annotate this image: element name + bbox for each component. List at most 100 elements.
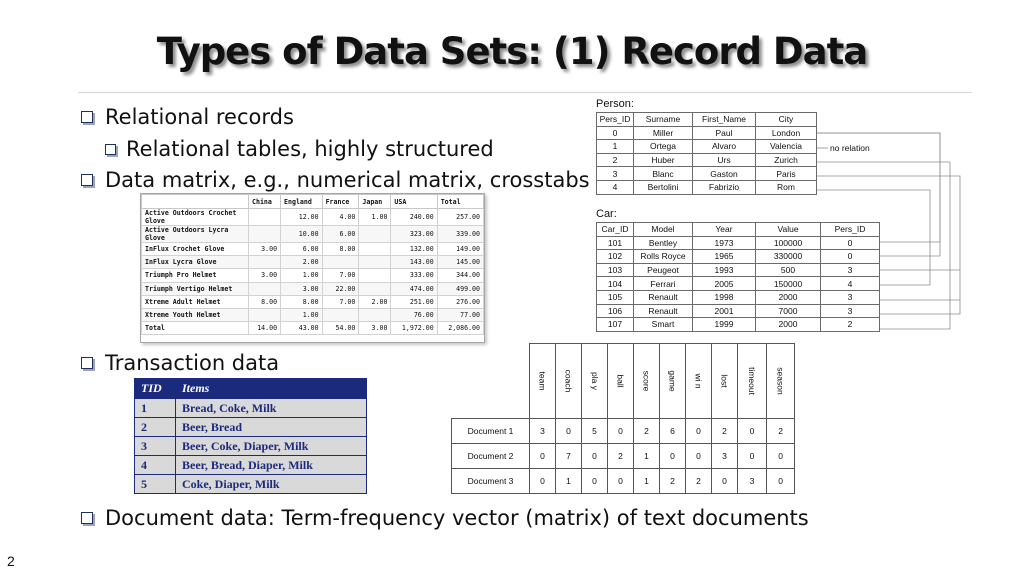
crosstab-cell: 145.00 — [436, 255, 485, 270]
crosstab-cell — [247, 307, 282, 323]
crosstab-cell: 43.00 — [280, 321, 323, 336]
crosstab-cell: 22.00 — [321, 281, 360, 296]
bullet-text: Relational tables, highly structured — [126, 137, 494, 161]
items-cell: Beer, Coke, Diaper, Milk — [175, 436, 367, 456]
term-header: season — [765, 343, 796, 419]
term-count: 0 — [581, 443, 608, 469]
term-count: 1 — [633, 468, 660, 494]
crosstab-cell: 54.00 — [321, 321, 360, 336]
car-table: Car_ID Model Year Value Pers_ID 101 Bentl… — [596, 222, 880, 332]
term-count: 0 — [765, 468, 796, 494]
term-header: team — [529, 343, 556, 419]
document-label: Document 2 — [451, 443, 530, 469]
term-count: 0 — [607, 468, 634, 494]
bullet-relational-records: Relational records — [81, 105, 294, 129]
term-label: score — [641, 370, 652, 392]
tid-cell: 4 — [134, 455, 176, 475]
crosstab-row-label: InFlux Lycra Glove — [141, 255, 249, 270]
term-label: pla y — [589, 372, 600, 390]
car-row: 101 Bentley 1973 100000 0 — [596, 235, 880, 251]
relation-line — [817, 175, 961, 271]
document-term-matrix: team coach pla y ball score game wi n lost timeo… — [451, 343, 796, 494]
term-count: 0 — [737, 418, 767, 444]
term-count: 0 — [659, 443, 686, 469]
no-relation-label: no relation — [830, 143, 870, 153]
transaction-row: 5 Coke, Diaper, Milk — [134, 474, 367, 494]
crosstab-row: Triumph Pro Helmet 3.00 1.00 7.00 333.00 344.… — [141, 268, 485, 283]
term-count: 3 — [529, 418, 556, 444]
term-header: timeout — [737, 343, 767, 419]
term-header: score — [633, 343, 660, 419]
checkbox-bullet-icon — [105, 144, 116, 155]
bullet-data-matrix: Data matrix, e.g., numerical matrix, cro… — [81, 168, 590, 192]
items-cell: Beer, Bread, Diaper, Milk — [175, 455, 367, 475]
car-row: 102 Rolls Royce 1965 330000 0 — [596, 249, 880, 264]
slide-title: Types of Data Sets: (1) Record Data — [156, 30, 869, 73]
crosstab-row: InFlux Crochet Glove 3.00 6.00 8.00 132.00 14… — [141, 241, 485, 257]
term-label: season — [775, 367, 786, 395]
term-count: 3 — [711, 443, 738, 469]
term-count: 0 — [581, 468, 608, 494]
checkbox-bullet-icon — [81, 357, 93, 369]
term-count: 3 — [737, 468, 767, 494]
transaction-row: 3 Beer, Coke, Diaper, Milk — [134, 436, 367, 456]
crosstab-cell: 1,972.00 — [390, 321, 438, 336]
crosstab-row: Total 14.00 43.00 54.00 3.00 1,972.00 2,086.00 — [141, 321, 485, 336]
transaction-row: 4 Beer, Bread, Diaper, Milk — [134, 455, 367, 475]
term-label: team — [537, 371, 548, 391]
term-count: 2 — [633, 418, 660, 444]
bullet-transaction-data: Transaction data — [81, 351, 279, 375]
term-count: 7 — [555, 443, 582, 469]
subbullet-relational-tables: Relational tables, highly structured — [105, 137, 494, 161]
bullet-text: Document data: Term-frequency vector (ma… — [105, 506, 809, 530]
crosstab-cell: 14.00 — [247, 321, 282, 336]
car-row: 106 Renault 2001 7000 3 — [596, 303, 880, 319]
crosstab-row: Triumph Vertigo Helmet 3.00 22.00 474.00 499… — [141, 281, 485, 296]
term-count: 2 — [685, 468, 712, 494]
term-label: coach — [563, 369, 574, 393]
term-count: 1 — [633, 443, 660, 469]
car-row: 107 Smart 1999 2000 2 — [596, 317, 880, 332]
car-table-label: Car: — [596, 208, 617, 220]
term-count: 0 — [765, 443, 796, 469]
empty-corner — [452, 344, 530, 419]
car-header-row: Car_ID Model Year Value Pers_ID — [596, 222, 880, 237]
relation-line — [817, 161, 951, 330]
document-label: Document 1 — [451, 418, 530, 444]
term-count: 2 — [765, 418, 796, 444]
person-row: 2 Huber Urs Zurich — [596, 152, 817, 168]
crosstab-row: Xtreme Youth Helmet 1.00 76.00 77.00 — [141, 307, 485, 323]
term-header-row: team coach pla y ball score game wi n lost timeo… — [452, 343, 796, 419]
crosstab-table-image: China England France Japan USA Total Act… — [140, 193, 485, 343]
car-row-cell: 2 — [820, 317, 880, 332]
term-count: 6 — [659, 418, 686, 444]
term-count: 2 — [711, 418, 738, 444]
crosstab-cell: 2.00 — [280, 255, 323, 270]
checkbox-bullet-icon — [81, 111, 93, 123]
crosstab-row: Active Outdoors Crochet Glove 12.00 4.00 1.… — [141, 208, 485, 226]
term-count: 2 — [659, 468, 686, 494]
term-count: 0 — [607, 418, 634, 444]
term-count: 0 — [529, 468, 556, 494]
items-cell: Coke, Diaper, Milk — [175, 474, 367, 494]
relation-line — [817, 132, 941, 257]
term-header: coach — [555, 343, 582, 419]
bullet-text: Transaction data — [105, 351, 280, 375]
crosstab-cell: 6.00 — [321, 225, 360, 243]
items-header: Items — [175, 378, 367, 399]
crosstab-row-label: Triumph Vertigo Helmet — [141, 281, 249, 296]
term-header: wi n — [685, 343, 712, 419]
crosstab-cell: 77.00 — [436, 307, 485, 323]
document-label: Document 3 — [451, 468, 530, 494]
crosstab-row-label: Active Outdoors Lycra Glove — [141, 225, 249, 243]
term-count: 0 — [685, 443, 712, 469]
term-count: 0 — [529, 443, 556, 469]
term-count: 0 — [711, 468, 738, 494]
term-label: game — [667, 370, 678, 392]
term-label: ball — [615, 374, 626, 388]
person-row: 0 Miller Paul London — [596, 125, 817, 141]
term-header: game — [659, 343, 686, 419]
